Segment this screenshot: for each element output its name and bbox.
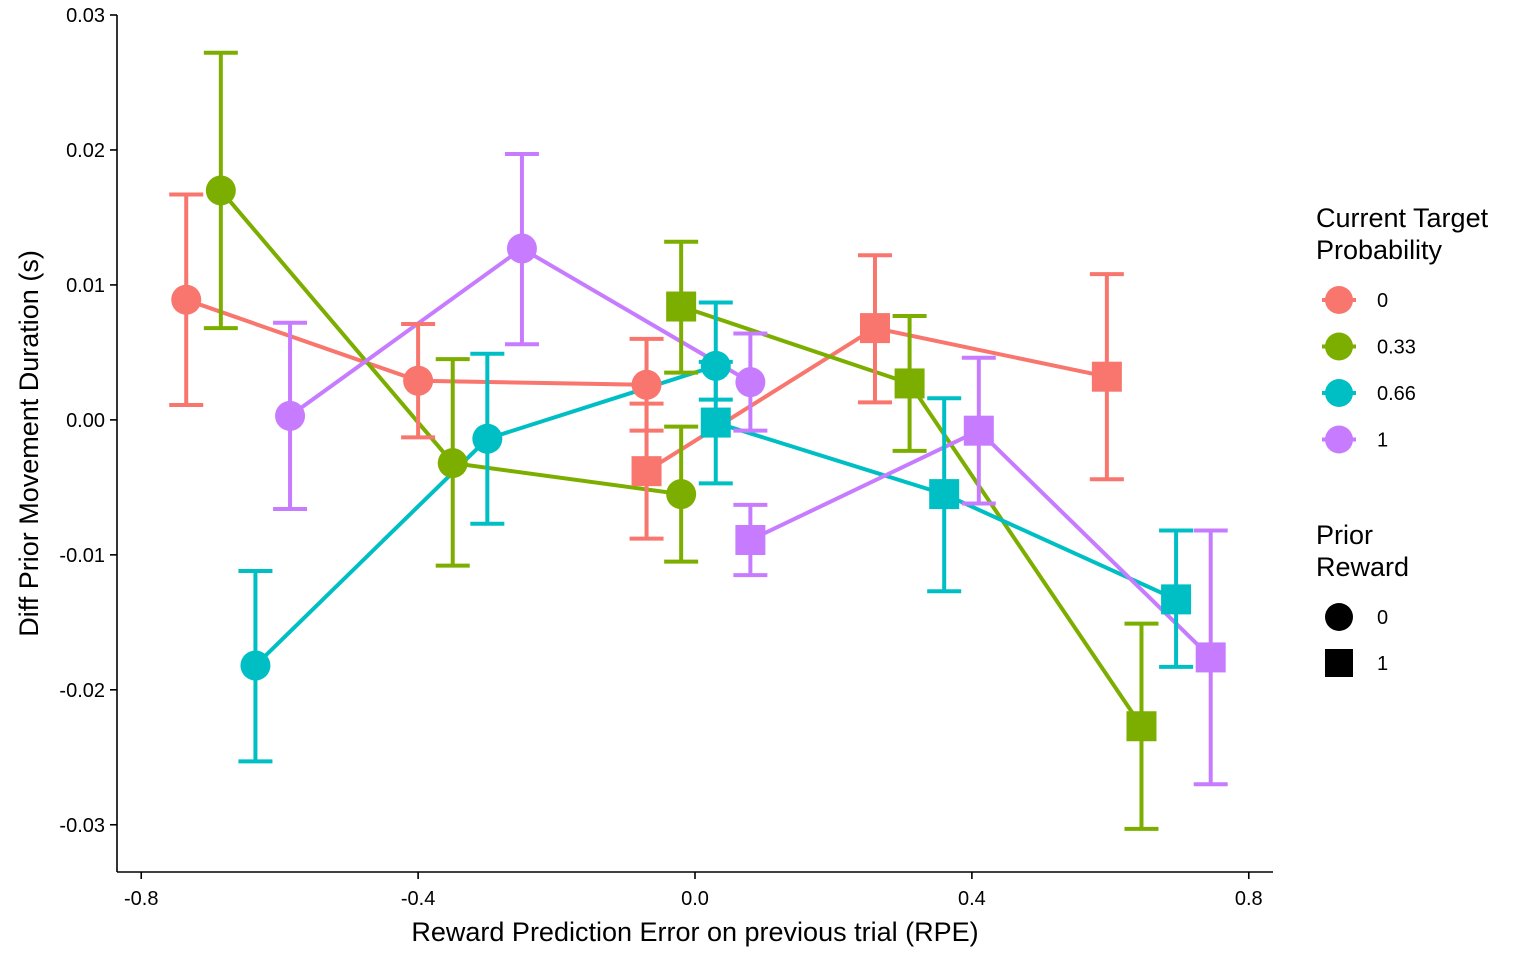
legend-shape-key-square [1325, 649, 1353, 677]
data-point-square [963, 415, 994, 446]
x-tick-label: 0.0 [681, 888, 709, 910]
y-tick-label: 0.02 [66, 140, 105, 162]
data-point-square [929, 479, 960, 510]
y-tick-label: -0.02 [59, 680, 105, 702]
legend-color-label: 0.66 [1377, 383, 1416, 405]
data-point-circle [403, 365, 434, 396]
y-tick-label: 0.01 [66, 275, 105, 297]
data-point-square [735, 524, 766, 555]
data-point-square [1091, 361, 1122, 392]
legend-color-key [1325, 332, 1353, 361]
legend-shape-title: Prior [1316, 520, 1373, 550]
y-axis-title: Diff Prior Movement Duration (s) [14, 250, 44, 637]
legend-color-label: 0 [1377, 290, 1388, 312]
x-tick-label: 0.8 [1235, 888, 1263, 910]
y-tick-label: -0.01 [59, 545, 105, 567]
data-point-circle [275, 400, 306, 431]
data-point-square [1161, 584, 1192, 615]
legend-color-key [1325, 425, 1353, 454]
data-point-circle [631, 369, 662, 400]
x-tick-label: -0.4 [401, 888, 435, 910]
data-point-square [859, 313, 890, 344]
data-point-circle [437, 448, 468, 479]
legend-shape-key-circle [1325, 603, 1353, 631]
legend-shape-title: Reward [1316, 552, 1409, 582]
data-point-circle [666, 479, 697, 510]
legend-color-label: 1 [1377, 430, 1388, 452]
data-point-square [894, 368, 925, 399]
data-point-square [700, 407, 731, 438]
y-tick-label: 0.03 [66, 5, 105, 27]
data-point-circle [472, 423, 503, 454]
y-tick-label: 0.00 [66, 410, 105, 432]
legend-color-key [1325, 286, 1353, 314]
data-point-circle [171, 284, 202, 315]
legend-color-label: 0.33 [1377, 337, 1416, 359]
data-point-circle [735, 367, 766, 398]
legend-color-title: Probability [1316, 235, 1443, 265]
legend-color-title: Current Target [1316, 203, 1489, 233]
data-point-square [1126, 711, 1157, 742]
x-tick-label: 0.4 [958, 888, 986, 910]
data-point-circle [205, 175, 236, 206]
data-point-circle [700, 350, 731, 381]
data-point-square [631, 456, 662, 487]
series-lines [185, 189, 1213, 728]
data-points [171, 175, 1226, 742]
legend-color-key [1325, 379, 1353, 407]
data-point-square [666, 291, 697, 322]
data-point-circle [240, 650, 271, 681]
legend-shape-label: 1 [1377, 653, 1388, 675]
legend-shape-label: 0 [1377, 607, 1388, 629]
data-point-circle [506, 233, 537, 264]
axes: -0.03 -0.02 -0.01 0.00 0.01 0.02 0.03 -0.8 -0.4 0… [14, 5, 1273, 947]
y-tick-label: -0.03 [59, 815, 105, 837]
x-tick-label: -0.8 [124, 888, 158, 910]
data-point-square [1195, 642, 1226, 673]
x-axis-title: Reward Prediction Error on previous tria… [411, 917, 978, 947]
